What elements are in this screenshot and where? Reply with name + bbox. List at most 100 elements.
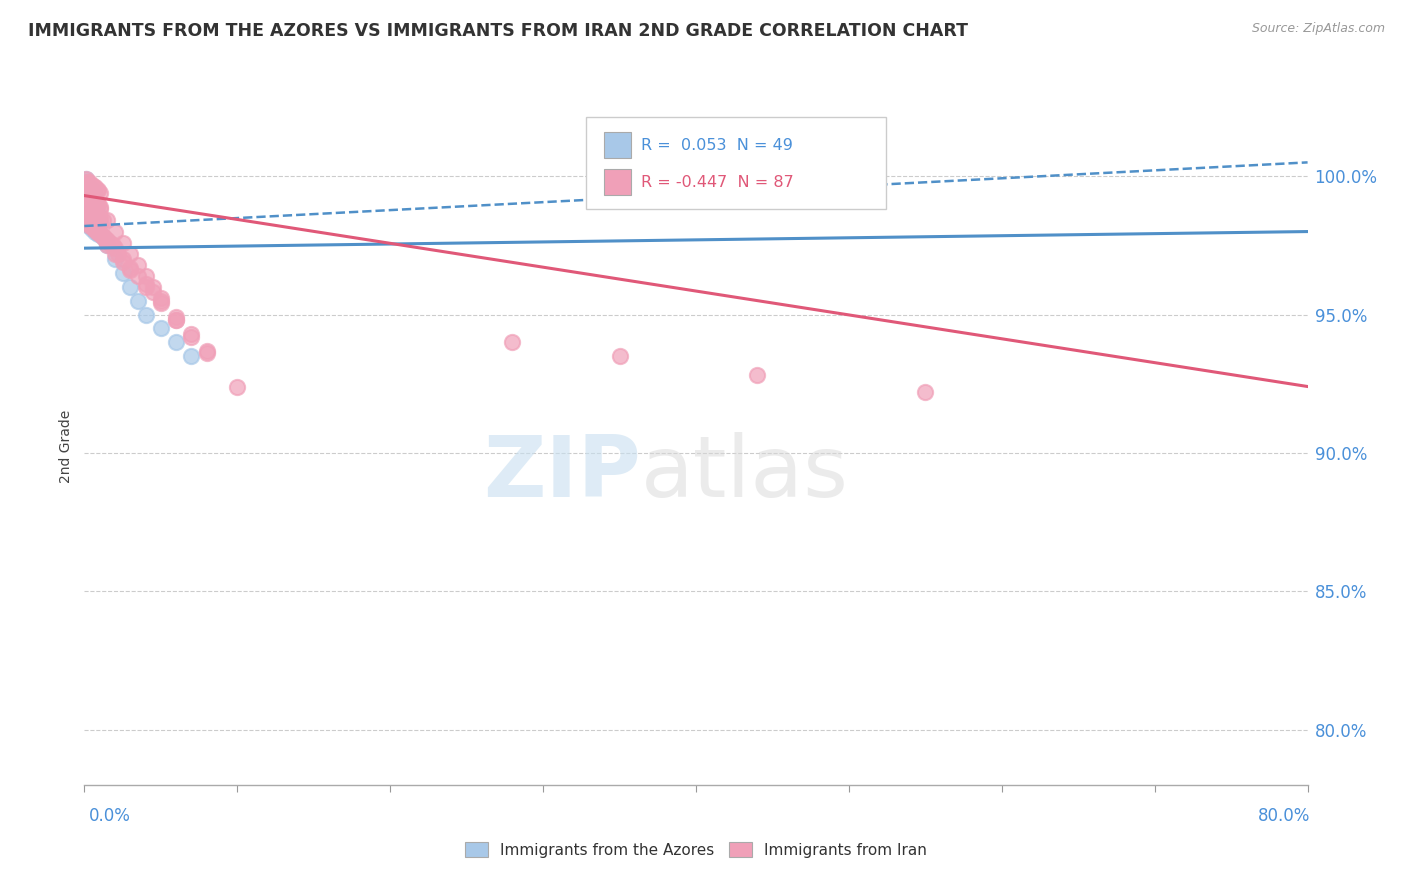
- Point: [127, 268, 149, 283]
- Point: [120, 280, 142, 294]
- Point: [79, 183, 101, 197]
- Point: [87, 211, 110, 225]
- Point: [89, 211, 111, 225]
- Point: [86, 208, 108, 222]
- Point: [87, 183, 110, 197]
- Point: [89, 227, 111, 242]
- Point: [90, 227, 112, 242]
- Point: [87, 225, 110, 239]
- Point: [77, 219, 100, 233]
- Text: R =  0.053  N = 49: R = 0.053 N = 49: [641, 137, 793, 153]
- Point: [83, 205, 105, 219]
- Point: [111, 235, 134, 250]
- Point: [87, 227, 110, 242]
- Point: [84, 211, 107, 225]
- Point: [149, 321, 172, 335]
- Point: [104, 252, 127, 267]
- Point: [83, 194, 105, 208]
- Point: [79, 219, 101, 233]
- Point: [103, 238, 125, 252]
- Point: [127, 293, 149, 308]
- Point: [79, 197, 101, 211]
- Point: [80, 219, 103, 233]
- Point: [120, 246, 142, 260]
- Point: [76, 188, 98, 202]
- Y-axis label: 2nd Grade: 2nd Grade: [59, 409, 73, 483]
- Point: [80, 200, 103, 214]
- Point: [86, 197, 108, 211]
- Point: [76, 216, 98, 230]
- Point: [79, 219, 101, 233]
- Point: [75, 175, 97, 189]
- Point: [76, 175, 98, 189]
- Point: [86, 202, 108, 217]
- Point: [87, 213, 110, 227]
- Point: [97, 235, 120, 250]
- Point: [80, 183, 103, 197]
- Point: [83, 180, 105, 194]
- Point: [89, 216, 111, 230]
- Text: 0.0%: 0.0%: [89, 807, 131, 825]
- Bar: [605, 132, 631, 158]
- Point: [86, 183, 108, 197]
- Point: [149, 296, 172, 310]
- Point: [84, 194, 107, 208]
- Point: [142, 285, 165, 300]
- Point: [96, 238, 118, 252]
- Point: [101, 238, 124, 252]
- Point: [98, 235, 121, 250]
- Point: [76, 205, 98, 219]
- Point: [93, 230, 115, 244]
- Point: [77, 188, 100, 202]
- Point: [94, 233, 117, 247]
- Point: [89, 186, 111, 200]
- Point: [79, 191, 101, 205]
- Point: [180, 326, 202, 341]
- Point: [111, 266, 134, 280]
- Point: [111, 252, 134, 267]
- Point: [75, 213, 97, 227]
- Point: [226, 379, 249, 393]
- Point: [747, 368, 769, 383]
- Point: [135, 277, 157, 292]
- Point: [111, 255, 134, 269]
- Point: [79, 208, 101, 222]
- Point: [76, 178, 98, 192]
- Point: [609, 349, 631, 363]
- Point: [89, 202, 111, 217]
- Point: [80, 208, 103, 222]
- Text: R = -0.447  N = 87: R = -0.447 N = 87: [641, 175, 793, 190]
- Point: [127, 258, 149, 272]
- Point: [76, 216, 98, 230]
- Point: [83, 211, 105, 225]
- Point: [96, 233, 118, 247]
- Point: [77, 202, 100, 217]
- Point: [83, 200, 105, 214]
- Point: [84, 208, 107, 222]
- Point: [86, 225, 108, 239]
- Point: [79, 178, 101, 192]
- Point: [80, 191, 103, 205]
- Text: Source: ZipAtlas.com: Source: ZipAtlas.com: [1251, 22, 1385, 36]
- Point: [83, 186, 105, 200]
- Point: [165, 313, 187, 327]
- Point: [142, 280, 165, 294]
- Point: [180, 349, 202, 363]
- Point: [84, 221, 107, 235]
- Point: [91, 213, 114, 227]
- Text: atlas: atlas: [641, 432, 849, 515]
- Point: [86, 213, 108, 227]
- Bar: [605, 169, 631, 195]
- Text: IMMIGRANTS FROM THE AZORES VS IMMIGRANTS FROM IRAN 2ND GRADE CORRELATION CHART: IMMIGRANTS FROM THE AZORES VS IMMIGRANTS…: [28, 22, 969, 40]
- FancyBboxPatch shape: [586, 117, 886, 209]
- Point: [195, 343, 218, 358]
- Point: [79, 202, 101, 217]
- Point: [165, 313, 187, 327]
- Point: [84, 194, 107, 208]
- Point: [104, 241, 127, 255]
- Point: [80, 205, 103, 219]
- Point: [77, 188, 100, 202]
- Point: [80, 178, 103, 192]
- Point: [76, 200, 98, 214]
- Point: [89, 200, 111, 214]
